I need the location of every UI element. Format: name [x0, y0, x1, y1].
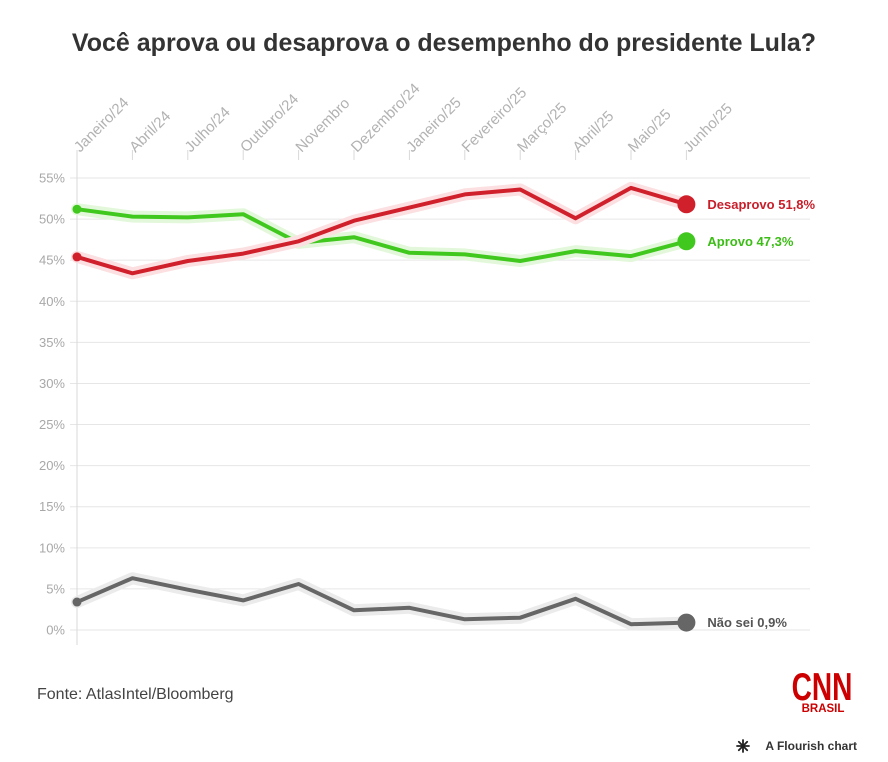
end-label-nao-sei: Não sei 0,9% [707, 615, 787, 630]
y-tick-label: 50% [39, 212, 65, 227]
series-nao-sei [71, 572, 696, 632]
line-nao-sei [75, 576, 689, 627]
series-name: Desaprovo [707, 197, 774, 212]
series-value-label: 51,8% [778, 197, 815, 212]
end-label-desaprovo: Desaprovo 51,8% [707, 197, 815, 212]
y-tick-label: 55% [39, 171, 65, 186]
end-label-aprovo: Aprovo 47,3% [707, 234, 793, 249]
logo-subtitle: BRASIL [802, 703, 845, 715]
series-desaprovo [71, 181, 696, 280]
x-tick-label: Novembro [292, 95, 353, 156]
series-aprovo [71, 203, 696, 267]
line-aprovo [75, 207, 689, 263]
end-point-aprovo [677, 232, 696, 251]
start-point-aprovo [72, 204, 82, 214]
y-tick-label: 10% [39, 540, 65, 555]
source-note: Fonte: AtlasIntel/Bloomberg [37, 686, 234, 703]
x-tick-label: Abril/25 [569, 108, 617, 156]
flourish-credit-label[interactable]: A Flourish chart [765, 739, 857, 753]
series-value-label: 0,9% [757, 615, 787, 630]
x-tick-label: Julho/24 [182, 104, 234, 156]
logo-name: CNN [792, 666, 853, 710]
y-tick-label: 25% [39, 417, 65, 432]
x-tick-label: Janeiro/25 [403, 94, 465, 156]
series-name: Não sei [707, 615, 753, 630]
x-tick-label: Janeiro/24 [71, 94, 133, 156]
y-tick-label: 20% [39, 458, 65, 473]
y-tick-label: 0% [46, 623, 65, 638]
chart-title: Você aprova ou desaprova o desempenho do… [72, 29, 816, 57]
start-point-desaprovo [72, 252, 82, 262]
start-point-nao-sei [72, 597, 82, 607]
y-axis: 0% 5% 10% 15% 20% 25% 30% 35% 40% 45% 50% 55% [39, 150, 78, 645]
y-tick-label: 35% [39, 335, 65, 350]
series-name: Aprovo [707, 234, 753, 249]
x-tick-label: Outubro/24 [237, 91, 302, 156]
cnn-brasil-logo: CNN BRASIL [792, 666, 853, 715]
x-tick-label: Maio/25 [625, 106, 675, 156]
series-value-label: 47,3% [757, 234, 794, 249]
gridlines [70, 177, 810, 631]
y-tick-label: 15% [39, 499, 65, 514]
flourish-icon [736, 739, 750, 753]
x-tick-label: Março/25 [514, 100, 570, 156]
y-tick-label: 40% [39, 294, 65, 309]
y-tick-label: 30% [39, 376, 65, 391]
end-point-nao-sei [677, 613, 696, 632]
x-tick-label: Abril/24 [126, 108, 174, 156]
end-point-desaprovo [677, 195, 696, 214]
y-tick-label: 45% [39, 253, 65, 268]
flourish-credit[interactable]: A Flourish chart [736, 739, 857, 753]
line-desaprovo [75, 185, 689, 276]
end-labels: Não sei 0,9% Aprovo 47,3% Desaprovo 51,8% [707, 197, 815, 630]
y-tick-label: 5% [46, 581, 65, 596]
x-tick-label: Junho/25 [680, 100, 736, 156]
series-layer [71, 181, 696, 632]
